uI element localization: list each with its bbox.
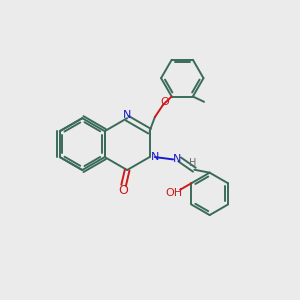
Text: N: N bbox=[172, 154, 181, 164]
Text: N: N bbox=[123, 110, 131, 120]
Text: O: O bbox=[119, 184, 129, 197]
Text: O: O bbox=[160, 97, 169, 107]
Text: N: N bbox=[151, 152, 159, 162]
Text: H: H bbox=[189, 158, 197, 168]
Text: OH: OH bbox=[165, 188, 182, 198]
